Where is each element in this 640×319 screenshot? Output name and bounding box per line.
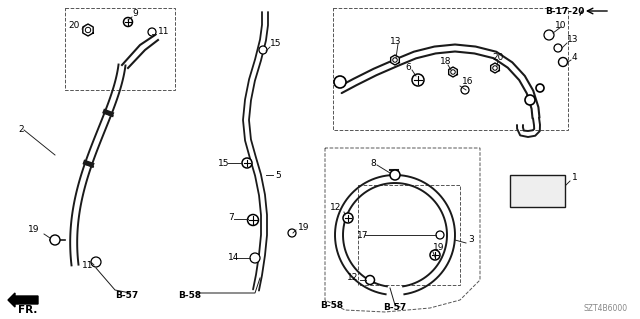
Circle shape: [554, 44, 562, 52]
Bar: [358, 185, 460, 285]
Text: 19: 19: [298, 222, 310, 232]
Text: 7: 7: [228, 212, 234, 221]
Circle shape: [91, 257, 101, 267]
Text: 13: 13: [567, 35, 579, 44]
Circle shape: [393, 58, 397, 62]
Text: 15: 15: [218, 159, 230, 167]
Circle shape: [288, 229, 296, 237]
Circle shape: [451, 70, 455, 74]
Text: 18: 18: [440, 57, 451, 66]
Text: 11: 11: [82, 262, 93, 271]
Circle shape: [85, 27, 91, 33]
Text: 13: 13: [390, 38, 401, 47]
Text: 5: 5: [275, 170, 281, 180]
Text: 19: 19: [433, 243, 445, 253]
Circle shape: [412, 74, 424, 86]
Text: 15: 15: [270, 39, 282, 48]
Text: 9: 9: [132, 10, 138, 19]
Text: 6: 6: [405, 63, 411, 72]
Text: 17: 17: [357, 231, 369, 240]
Circle shape: [334, 76, 346, 88]
Text: 20: 20: [68, 20, 79, 29]
Text: 1: 1: [572, 174, 578, 182]
Circle shape: [50, 235, 60, 245]
Polygon shape: [390, 55, 399, 65]
Circle shape: [544, 30, 554, 40]
Text: 14: 14: [228, 254, 239, 263]
Text: 4: 4: [572, 53, 578, 62]
Polygon shape: [83, 24, 93, 36]
Text: SZT4B6000: SZT4B6000: [584, 304, 628, 313]
Bar: [333, 8, 568, 130]
Circle shape: [248, 214, 259, 226]
Text: FR.: FR.: [18, 305, 37, 315]
Text: 16: 16: [462, 78, 474, 86]
Polygon shape: [491, 63, 499, 73]
Circle shape: [343, 213, 353, 223]
Text: B-57: B-57: [115, 291, 138, 300]
Circle shape: [430, 250, 440, 260]
Circle shape: [461, 86, 469, 94]
Text: 20: 20: [492, 54, 504, 63]
Text: 2: 2: [18, 125, 24, 135]
Text: 10: 10: [555, 20, 566, 29]
Circle shape: [365, 276, 374, 285]
Bar: [65, 8, 175, 90]
Polygon shape: [449, 67, 458, 77]
Circle shape: [436, 231, 444, 239]
Circle shape: [559, 57, 568, 66]
Polygon shape: [8, 293, 38, 307]
Text: 3: 3: [468, 235, 474, 244]
Text: B-57: B-57: [383, 303, 406, 313]
Circle shape: [250, 253, 260, 263]
Text: B-58: B-58: [320, 300, 343, 309]
Bar: [510, 175, 565, 207]
Circle shape: [124, 18, 132, 26]
Circle shape: [148, 28, 156, 36]
Text: 8: 8: [370, 159, 376, 167]
Text: B-17-20: B-17-20: [545, 6, 584, 16]
Text: B-58: B-58: [178, 291, 201, 300]
Text: 11: 11: [158, 27, 170, 36]
Text: 12: 12: [330, 204, 341, 212]
Text: 19: 19: [28, 226, 40, 234]
Circle shape: [390, 170, 400, 180]
Circle shape: [242, 158, 252, 168]
Circle shape: [536, 84, 544, 92]
Text: 12: 12: [347, 273, 358, 283]
Circle shape: [525, 95, 535, 105]
Circle shape: [259, 46, 267, 54]
Circle shape: [493, 66, 497, 70]
